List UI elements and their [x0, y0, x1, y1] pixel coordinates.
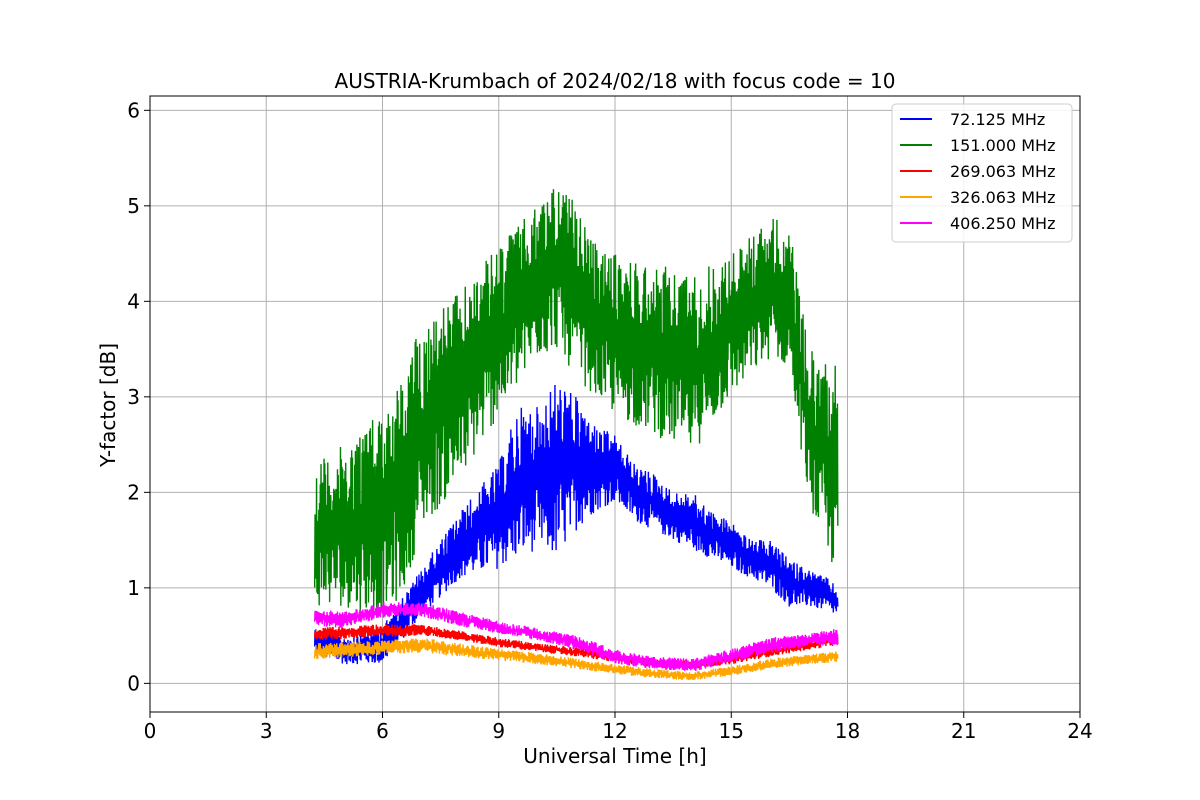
x-tick-label: 9 [492, 719, 505, 743]
x-tick-label: 15 [719, 719, 744, 743]
legend-label: 269.063 MHz [950, 162, 1055, 181]
x-axis-label: Universal Time [h] [523, 744, 706, 768]
legend-label: 151.000 MHz [950, 136, 1055, 155]
series-line-3 [313, 624, 839, 669]
y-tick-label: 1 [127, 576, 140, 600]
legend-label: 406.250 MHz [950, 214, 1055, 233]
x-tick-label: 24 [1067, 719, 1092, 743]
y-axis-label: Y-factor [dB] [96, 343, 120, 468]
legend-box [891, 103, 1073, 243]
x-tick-label: 21 [951, 719, 976, 743]
y-tick-label: 2 [127, 480, 140, 504]
x-tick-label: 6 [376, 719, 389, 743]
x-tick-label: 3 [260, 719, 273, 743]
y-tick-label: 3 [127, 385, 140, 409]
x-tick-label: 0 [144, 719, 157, 743]
series-line-4 [313, 638, 839, 681]
y-tick-label: 4 [127, 289, 140, 313]
series-layer [313, 189, 839, 681]
y-tick-label: 6 [127, 98, 140, 122]
x-tick-label: 12 [602, 719, 627, 743]
y-tick-label: 5 [127, 194, 140, 218]
x-tick-label: 18 [835, 719, 860, 743]
series-line-5 [313, 602, 839, 672]
y-tick-label: 0 [127, 671, 140, 695]
chart-title: AUSTRIA-Krumbach of 2024/02/18 with focu… [335, 69, 896, 93]
series-line-2 [313, 189, 839, 615]
legend: 72.125 MHz 151.000 MHz 269.063 MHz 326.063 … [891, 103, 1073, 243]
legend-label: 72.125 MHz [950, 110, 1045, 129]
legend-label: 326.063 MHz [950, 188, 1055, 207]
series-line-1 [313, 384, 839, 665]
